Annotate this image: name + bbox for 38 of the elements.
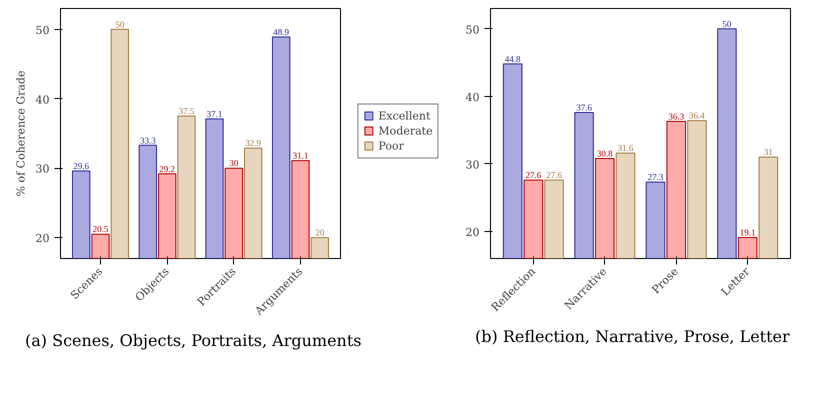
data-label: 37.5 [178,106,195,116]
y-axis-title: % of Coherence Grade [14,70,28,196]
y-tick-label: 20 [36,232,50,246]
data-label: 44.8 [504,54,522,64]
data-label: 20 [315,228,325,238]
y-tick-label: 40 [36,93,50,106]
data-label: 33.3 [140,135,156,146]
y-tick-label: 20 [466,226,480,239]
y-tick-label: 50 [466,23,480,36]
data-label: 29.6 [73,161,90,171]
data-label: 36.4 [689,110,706,121]
legend-label: Poor [378,139,404,152]
data-label: 19.1 [740,228,756,238]
data-label: 20.5 [92,224,109,234]
data-label: 37.1 [206,108,222,119]
data-label: 27.3 [648,172,664,182]
legend-label: Excellent [378,109,430,122]
data-label: 27.6 [546,170,562,180]
data-label: 30.8 [596,148,614,158]
data-label: 50 [115,19,125,30]
y-tick-label: 30 [36,162,50,176]
data-label: 48.9 [273,26,290,37]
legend-label: Moderate [378,124,433,137]
data-label: 36.3 [668,111,685,122]
y-tick-label: 50 [36,24,50,37]
y-tick-label: 40 [466,90,480,104]
data-label: 31.1 [292,150,308,161]
data-label: 31 [764,147,773,158]
data-label: 31.6 [618,143,634,154]
data-label: 30 [229,158,239,168]
data-label: 27.6 [525,170,542,180]
data-label: 29.2 [159,164,176,174]
text: (a) Scenes, Objects, Portraits, Arguments [25,330,362,352]
data-label: 50 [722,18,732,29]
text: (b) Reflection, Narrative, Prose, Letter [475,326,790,348]
data-label: 32.9 [245,138,262,148]
data-label: 37.6 [576,102,592,113]
y-tick-label: 30 [466,158,480,172]
